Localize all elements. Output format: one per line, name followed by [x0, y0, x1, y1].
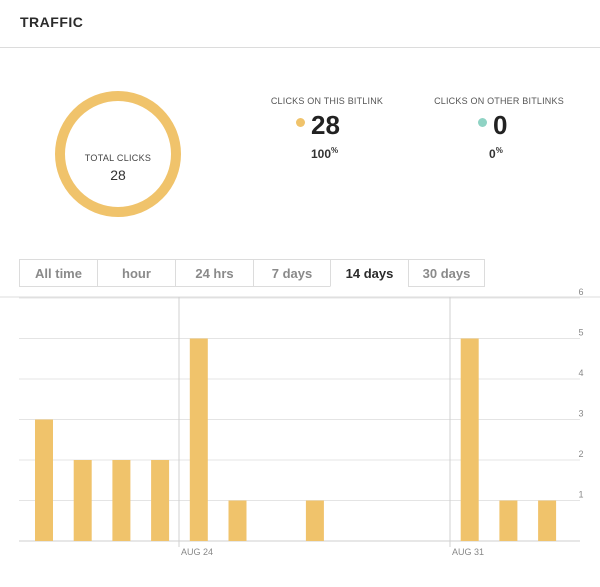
other-bitlinks-value: 0 [493, 110, 508, 140]
traffic-header: TRAFFIC [0, 0, 600, 48]
other-bitlinks-stat: CLICKS ON OTHER BITLINKS 0 0% [434, 96, 564, 166]
chart-bar [460, 338, 479, 541]
this-bitlink-pct: 100% [311, 146, 338, 161]
tab-30-days[interactable]: 30 days [408, 259, 485, 287]
this-bitlink-pct-value: 100 [311, 147, 332, 161]
tab-all-time[interactable]: All time [19, 259, 97, 287]
other-bitlinks-pct: 0% [489, 146, 503, 161]
percent-symbol: % [331, 146, 339, 155]
other-bitlinks-row: 0 [478, 110, 507, 141]
this-bitlink-row: 28 [296, 110, 340, 141]
this-bitlink-value: 28 [311, 110, 340, 140]
tab-24-hrs[interactable]: 24 hrs [175, 259, 253, 287]
clicks-bar-chart: 1 2 3 4 5 6 AUG 24 AUG 31 [0, 287, 600, 557]
chart-bar [189, 338, 208, 541]
this-bitlink-label: CLICKS ON THIS BITLINK [270, 96, 384, 106]
y-tick-label: 4 [578, 368, 583, 378]
tab-hour[interactable]: hour [97, 259, 175, 287]
other-bitlinks-pct-value: 0 [489, 147, 496, 161]
percent-symbol: % [495, 146, 503, 155]
y-tick-label: 6 [578, 287, 583, 297]
chart-bar [73, 460, 92, 541]
total-clicks-value: 28 [110, 167, 126, 183]
y-tick-label: 5 [578, 328, 583, 338]
tab-7-days[interactable]: 7 days [253, 259, 330, 287]
this-bitlink-stat: CLICKS ON THIS BITLINK 28 100% [265, 96, 389, 166]
chart-bar [228, 500, 247, 541]
chart-bar [305, 500, 324, 541]
this-bitlink-dot [296, 118, 305, 127]
chart-bar [35, 419, 53, 541]
chart-bar [538, 500, 557, 541]
y-tick-label: 2 [578, 449, 583, 459]
total-clicks-label: TOTAL CLICKS [84, 153, 152, 163]
chart-bar [499, 500, 518, 541]
other-bitlinks-label: CLICKS ON OTHER BITLINKS [434, 96, 564, 106]
chart-bar [112, 460, 131, 541]
x-tick-label: AUG 31 [452, 547, 484, 557]
other-bitlinks-dot [478, 118, 487, 127]
total-clicks-donut: TOTAL CLICKS 28 [55, 91, 181, 217]
x-tick-label: AUG 24 [181, 547, 213, 557]
chart-bar [151, 460, 170, 541]
y-tick-label: 1 [578, 490, 583, 500]
tab-14-days[interactable]: 14 days [330, 259, 408, 287]
section-title: TRAFFIC [20, 14, 84, 30]
y-tick-label: 3 [578, 409, 583, 419]
